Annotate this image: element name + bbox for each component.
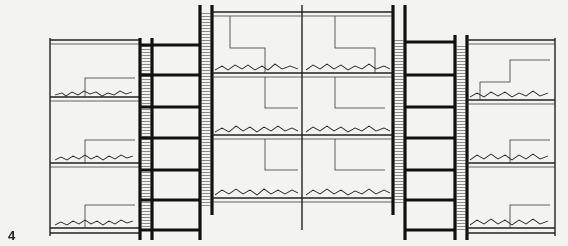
center-block — [212, 5, 393, 230]
right-block — [467, 38, 555, 236]
section-drawing: 4 — [0, 0, 568, 246]
figure-label: 4 — [8, 228, 16, 243]
left-gallery — [140, 5, 212, 240]
right-gallery — [393, 5, 467, 240]
left-block — [50, 38, 140, 236]
